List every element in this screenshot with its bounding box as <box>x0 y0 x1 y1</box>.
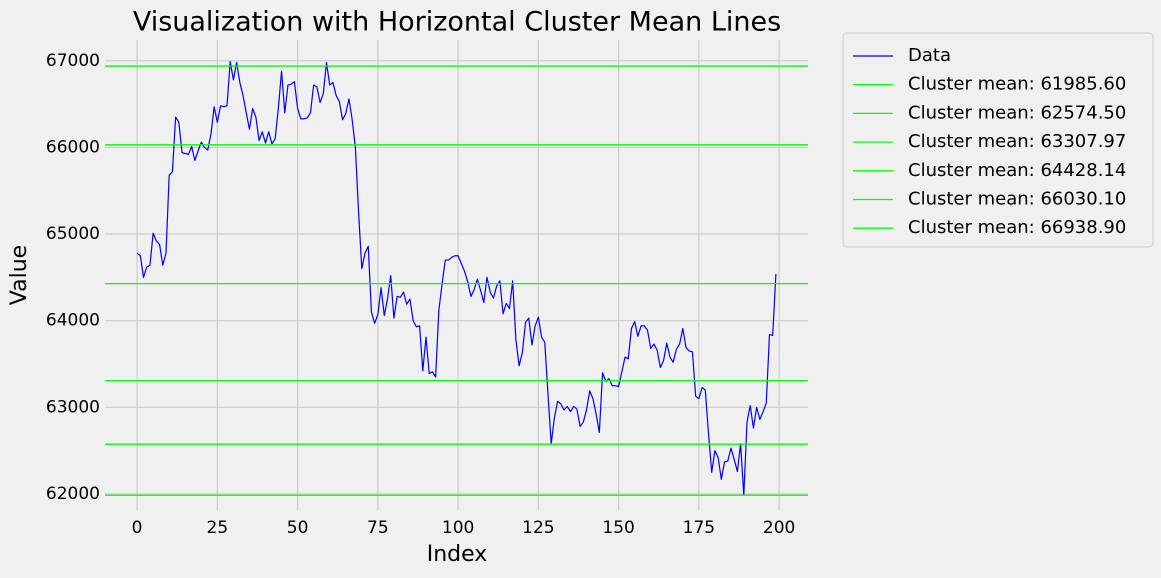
legend-label: Cluster mean: 61985.60 <box>908 74 1126 95</box>
x-tick-label: 0 <box>132 518 143 538</box>
legend-label: Cluster mean: 64428.14 <box>908 160 1126 181</box>
data-line <box>136 61 777 496</box>
x-tick-label: 150 <box>602 518 634 538</box>
x-axis-label: Index <box>427 542 488 567</box>
x-tick-label: 75 <box>367 518 389 538</box>
x-tick-label: 125 <box>522 518 554 538</box>
y-tick-label: 67000 <box>46 51 100 71</box>
y-tick-label: 63000 <box>46 397 100 417</box>
x-tick-label: 25 <box>207 518 229 538</box>
y-axis-label: Value <box>7 245 32 305</box>
y-tick-label: 65000 <box>46 224 100 244</box>
y-tick-label: 64000 <box>46 311 100 331</box>
chart-title: Visualization with Horizontal Cluster Me… <box>133 7 781 38</box>
x-tick-label: 100 <box>442 518 474 538</box>
legend-label: Cluster mean: 66030.10 <box>908 189 1126 210</box>
legend-label: Data <box>908 45 951 66</box>
x-tick-label: 50 <box>287 518 309 538</box>
legend-label: Cluster mean: 62574.50 <box>908 102 1126 123</box>
y-tick-label: 62000 <box>46 484 100 504</box>
legend-box <box>842 32 1154 248</box>
legend-label: Cluster mean: 63307.97 <box>908 131 1126 152</box>
y-tick-label: 66000 <box>46 137 100 157</box>
x-tick-label: 175 <box>683 518 715 538</box>
legend-label: Cluster mean: 66938.90 <box>908 217 1126 238</box>
x-tick-label: 200 <box>763 518 795 538</box>
